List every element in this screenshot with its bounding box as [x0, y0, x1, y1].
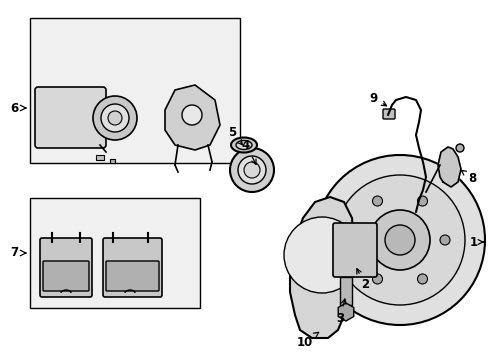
Text: 3: 3: [335, 299, 346, 324]
Text: 7: 7: [10, 247, 18, 260]
Circle shape: [182, 105, 202, 125]
Circle shape: [372, 274, 382, 284]
Circle shape: [244, 162, 260, 178]
Circle shape: [101, 104, 129, 132]
Circle shape: [372, 196, 382, 206]
Text: 8: 8: [461, 170, 475, 185]
FancyBboxPatch shape: [332, 223, 376, 277]
Circle shape: [439, 235, 449, 245]
Text: 1: 1: [469, 235, 483, 248]
FancyBboxPatch shape: [43, 261, 89, 291]
Bar: [339, 277, 351, 305]
Circle shape: [108, 111, 122, 125]
Polygon shape: [289, 197, 353, 338]
Ellipse shape: [236, 140, 251, 149]
Text: 9: 9: [369, 91, 386, 106]
Text: 6: 6: [10, 102, 18, 114]
Circle shape: [334, 175, 464, 305]
Text: 4: 4: [242, 139, 256, 164]
FancyBboxPatch shape: [35, 87, 106, 148]
Circle shape: [349, 235, 359, 245]
Bar: [110, 159, 115, 163]
Circle shape: [369, 210, 429, 270]
Polygon shape: [164, 85, 220, 150]
FancyBboxPatch shape: [382, 109, 394, 119]
Circle shape: [284, 217, 359, 293]
Circle shape: [455, 144, 463, 152]
Circle shape: [417, 196, 427, 206]
FancyBboxPatch shape: [40, 238, 92, 297]
Circle shape: [229, 148, 273, 192]
FancyBboxPatch shape: [103, 238, 162, 297]
Bar: [96, 155, 104, 160]
Bar: [30, 18, 240, 163]
Circle shape: [93, 96, 137, 140]
Circle shape: [417, 274, 427, 284]
Text: 2: 2: [356, 269, 368, 292]
FancyBboxPatch shape: [106, 261, 159, 291]
Circle shape: [314, 155, 484, 325]
Text: 10: 10: [296, 332, 318, 348]
Circle shape: [384, 225, 414, 255]
Circle shape: [238, 156, 265, 184]
Polygon shape: [437, 147, 460, 187]
Text: 5: 5: [227, 126, 242, 145]
Bar: [30, 198, 200, 308]
Ellipse shape: [230, 138, 257, 153]
